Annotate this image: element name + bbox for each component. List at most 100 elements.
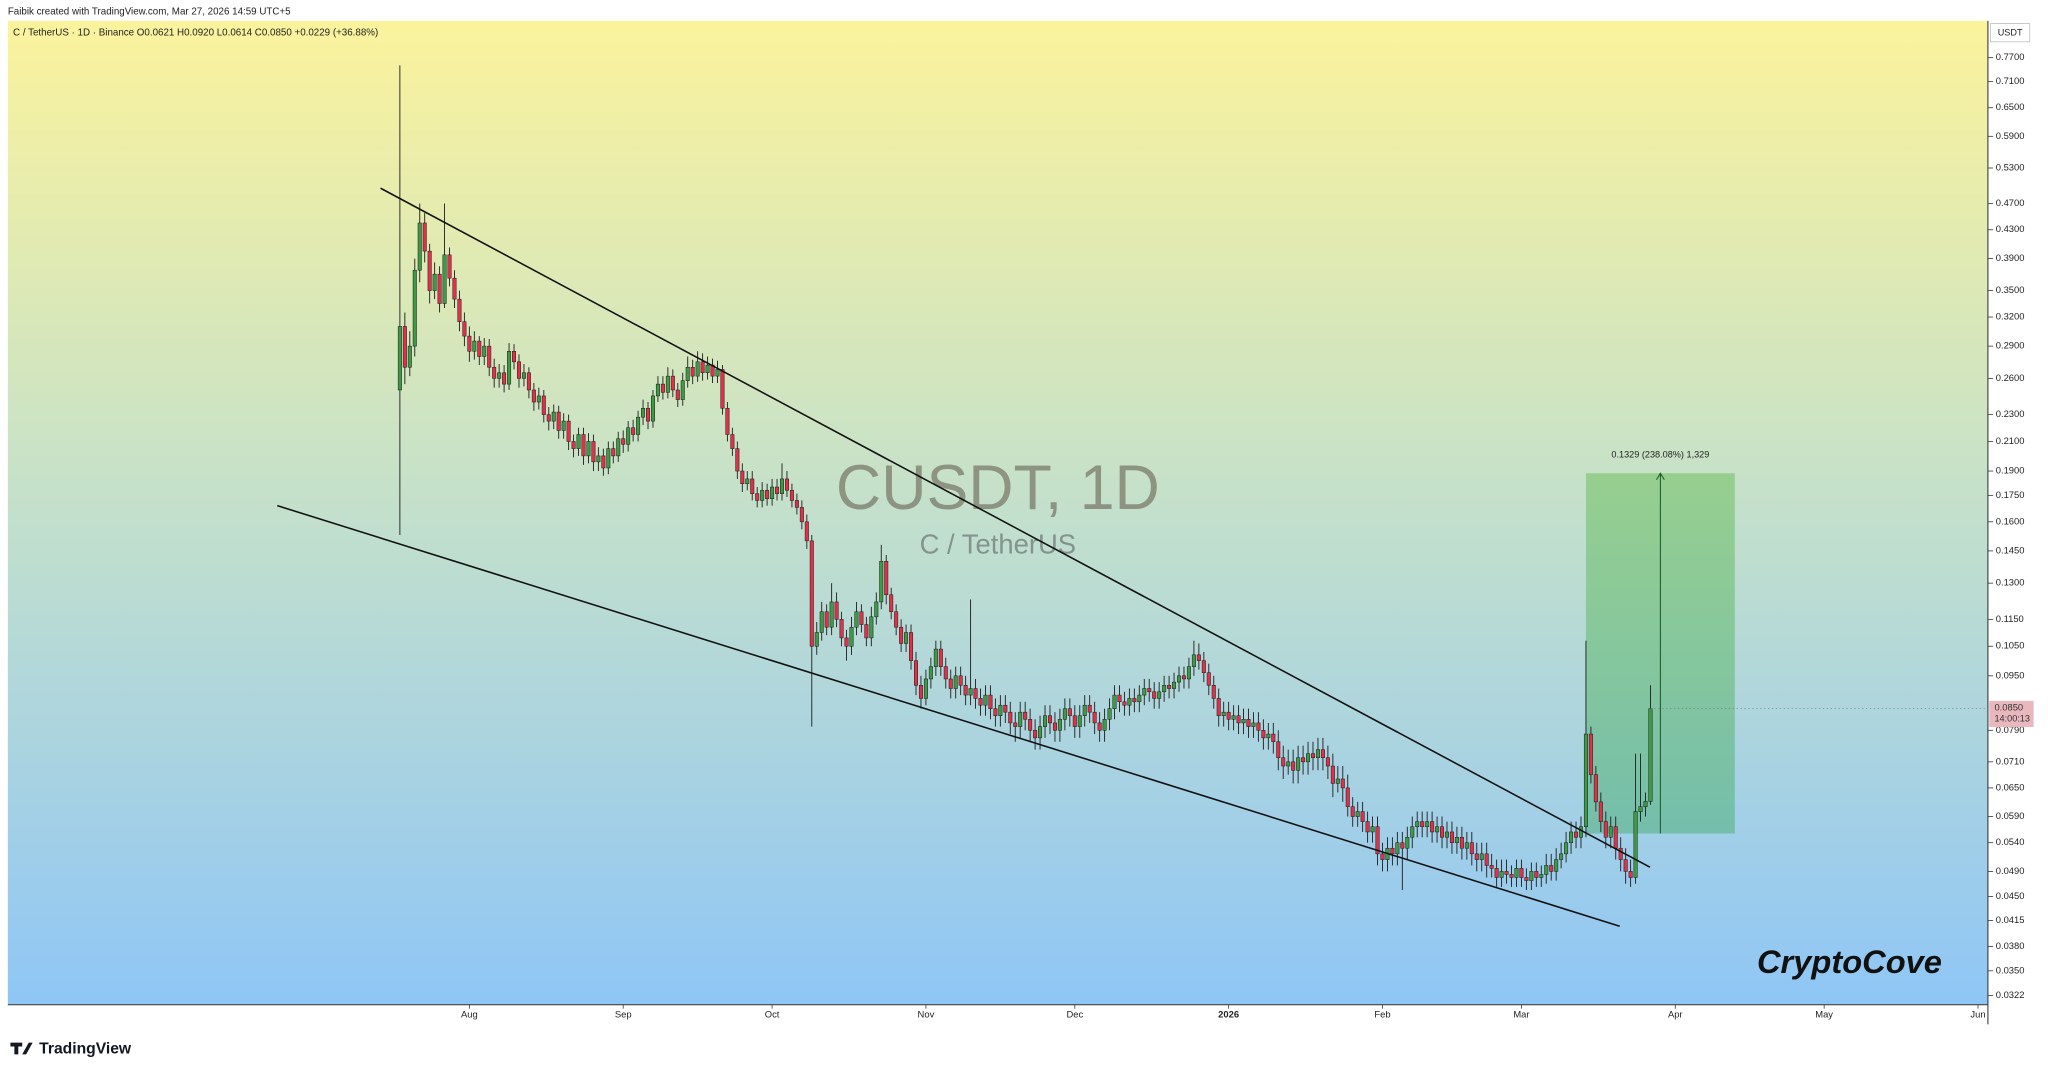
candle-body <box>1598 801 1603 822</box>
candle-body <box>844 637 849 647</box>
y-tick-label: 0.1900 <box>1996 465 2025 476</box>
candle-body <box>834 601 839 620</box>
candle-body <box>492 366 497 379</box>
candle-body <box>1440 826 1445 838</box>
y-tick-label: 0.3200 <box>1996 311 2025 322</box>
candle-body <box>1534 871 1539 878</box>
candle-body <box>1400 842 1405 849</box>
candle-body <box>1117 694 1122 703</box>
y-tick-label: 0.5300 <box>1996 161 2025 172</box>
candle-body <box>918 685 923 699</box>
candle-body <box>1112 694 1117 709</box>
candle-body <box>1047 715 1052 724</box>
y-tick-label: 0.1750 <box>1996 489 2025 500</box>
candle-body <box>1365 821 1370 833</box>
candle-body <box>1583 733 1588 827</box>
candle-body <box>665 375 670 393</box>
candle-body <box>1578 826 1583 838</box>
candle-body <box>933 648 938 667</box>
y-tick-label: 0.0650 <box>1996 781 2025 792</box>
candle-body <box>655 383 660 397</box>
candle-body <box>457 298 462 322</box>
candle-body <box>1549 865 1554 872</box>
y-tick-label: 0.1050 <box>1996 640 2025 651</box>
candle-body <box>784 478 789 491</box>
candle-body <box>1216 698 1221 716</box>
y-tick-label: 0.0380 <box>1996 940 2025 951</box>
brand: TradingView <box>39 1040 132 1057</box>
candle-body <box>799 507 804 523</box>
candle-body <box>1236 715 1241 724</box>
candle-body <box>1449 831 1454 843</box>
candle-body <box>1246 719 1251 727</box>
candle-body <box>1564 842 1569 855</box>
candle-body <box>1226 711 1231 720</box>
candle-body <box>1132 698 1137 703</box>
candle-body <box>884 561 889 596</box>
candle-body <box>973 688 978 699</box>
candle-body <box>695 361 700 377</box>
candle-body <box>1509 874 1514 878</box>
candle-body <box>1648 708 1653 802</box>
candle-body <box>631 427 636 435</box>
candle-body <box>1415 821 1420 827</box>
candle-body <box>690 366 695 377</box>
candle-body <box>1018 711 1023 727</box>
y-tick-label: 0.1600 <box>1996 515 2025 526</box>
candle-body <box>646 407 651 422</box>
candle-body <box>566 420 571 442</box>
candle-body <box>427 250 432 291</box>
candle-body <box>1405 837 1410 849</box>
candle-body <box>1524 877 1529 881</box>
candle-body <box>1643 801 1648 807</box>
candle-body <box>1593 774 1598 803</box>
x-tick-label: 2026 <box>1218 1009 1239 1020</box>
candle-body <box>526 372 531 391</box>
currency-box[interactable] <box>1990 23 2031 43</box>
header: Faibik created with TradingView.com, Mar… <box>8 6 291 17</box>
candle-body <box>596 455 601 463</box>
candle-body <box>1082 704 1087 716</box>
candle-body <box>497 372 502 379</box>
candle-body <box>983 694 988 706</box>
currency[interactable]: USDT <box>1998 28 2023 38</box>
y-tick-label: 0.0950 <box>1996 669 2025 680</box>
candle-body <box>1306 753 1311 763</box>
candle-body <box>1514 868 1519 878</box>
candle-body <box>899 626 904 644</box>
candle-body <box>546 414 551 422</box>
candle-body <box>1137 694 1142 703</box>
legend: C / TetherUS · 1D · Binance O0.0621 H0.0… <box>13 27 378 38</box>
candle-body <box>750 478 755 494</box>
candle-body <box>571 441 576 449</box>
candle-body <box>1191 654 1196 667</box>
candle-body <box>1033 730 1038 739</box>
y-tick-label: 0.3900 <box>1996 252 2025 263</box>
candle-body <box>621 438 626 445</box>
candle-body <box>735 448 740 472</box>
candle-body <box>417 222 422 271</box>
candle-body <box>556 411 561 431</box>
candle-body <box>889 594 894 613</box>
candle-body <box>507 351 512 385</box>
candle-body <box>909 632 914 661</box>
candle-body <box>472 340 477 352</box>
candle-body <box>1335 778 1340 784</box>
candle-body <box>1181 675 1186 680</box>
watermark: CUSDT, 1D <box>836 453 1160 523</box>
y-tick-label: 0.0790 <box>1996 724 2025 735</box>
candle-body <box>1157 691 1162 699</box>
y-tick-label: 0.7700 <box>1996 51 2025 62</box>
candle-body <box>1177 675 1182 683</box>
candle-body <box>1633 811 1638 878</box>
candle-body <box>1569 831 1574 843</box>
candle-body <box>447 254 452 279</box>
candle-body <box>531 389 536 403</box>
candle-body <box>477 340 482 357</box>
brand-logo <box>10 1042 33 1055</box>
candle-body <box>1519 868 1524 878</box>
y-tick-label: 0.4700 <box>1996 197 2025 208</box>
candle-body <box>452 277 457 300</box>
y-tick-label: 0.0490 <box>1996 865 2025 876</box>
candle-body <box>854 611 859 628</box>
